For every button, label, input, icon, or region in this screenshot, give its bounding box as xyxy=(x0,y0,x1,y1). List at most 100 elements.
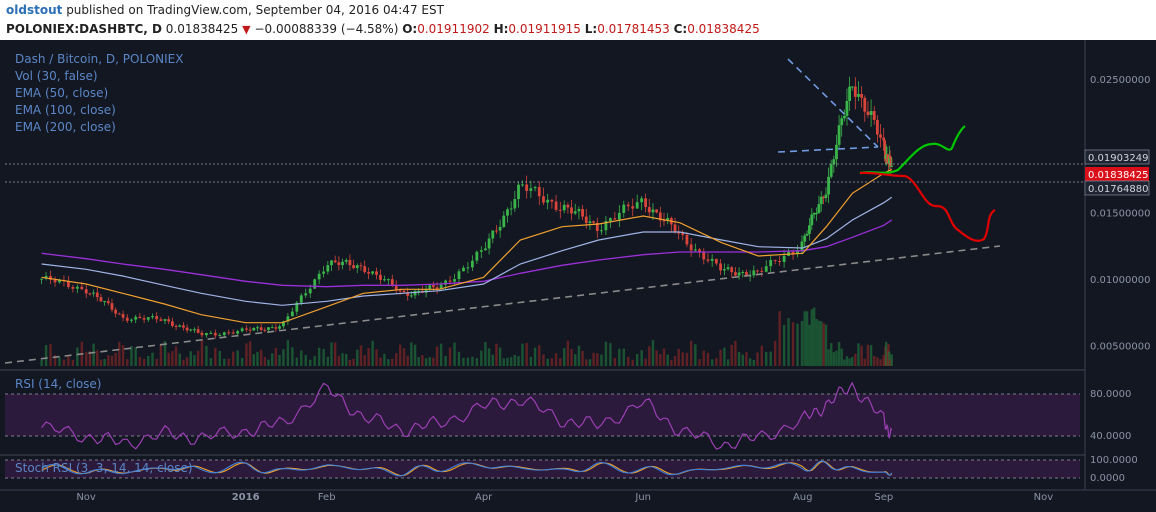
volume-bar xyxy=(681,352,684,366)
volume-bar xyxy=(448,347,452,366)
price-tick: 0.01500000 xyxy=(1090,208,1150,219)
candle-body xyxy=(517,184,520,200)
candle-body xyxy=(714,258,718,264)
candle-body xyxy=(796,250,799,254)
volume-bar xyxy=(848,358,851,366)
candle-body xyxy=(167,319,171,322)
stoch-tick: 0.0000 xyxy=(1090,473,1125,484)
wedge-lower-line[interactable] xyxy=(777,146,879,153)
candle-body xyxy=(379,274,382,280)
volume-bar xyxy=(869,345,873,366)
volume-bar xyxy=(232,351,235,366)
volume-bar xyxy=(295,357,299,366)
volume-bar xyxy=(860,345,863,366)
candle-body xyxy=(322,271,326,274)
candle-body xyxy=(888,156,892,159)
volume-bar xyxy=(627,356,630,366)
volume-bar xyxy=(406,355,409,366)
volume-bar xyxy=(435,346,439,366)
volume-bar xyxy=(843,359,846,366)
volume-bar xyxy=(648,346,651,366)
candle-body xyxy=(348,259,352,266)
volume-bar xyxy=(67,355,70,366)
volume-bar xyxy=(337,355,341,366)
candle-body xyxy=(138,316,142,319)
volume-bar xyxy=(613,358,617,366)
volume-bar xyxy=(444,355,447,366)
wedge-upper-line[interactable] xyxy=(787,58,879,148)
candle-body xyxy=(159,319,163,321)
candle-body xyxy=(134,316,138,320)
candle-body xyxy=(719,263,722,271)
volume-bar xyxy=(282,349,285,366)
volume-bar xyxy=(300,350,303,366)
bullish-projection-path[interactable] xyxy=(859,125,966,175)
bearish-projection-path[interactable] xyxy=(859,171,996,242)
chart-canvas[interactable]: Dash / Bitcoin, D, POLONIEX Vol (30, fal… xyxy=(0,40,1156,512)
volume-bar xyxy=(159,345,163,366)
candle-body xyxy=(341,261,344,266)
candle-body xyxy=(554,201,558,210)
candle-body xyxy=(146,317,150,320)
candle-body xyxy=(773,260,777,262)
candle-body xyxy=(875,120,879,135)
volume-bar xyxy=(550,358,554,366)
candle-body xyxy=(155,316,159,320)
candle-body xyxy=(337,262,341,266)
candle-body xyxy=(435,287,439,290)
candle-body xyxy=(278,326,281,329)
candle-body xyxy=(313,279,317,289)
candle-body xyxy=(406,292,410,296)
volume-bar xyxy=(820,321,823,366)
volume-bar xyxy=(873,355,876,366)
time-tick: Jun xyxy=(634,492,651,503)
volume-bar xyxy=(359,345,363,366)
candle-body xyxy=(810,214,814,226)
volume-bar xyxy=(138,356,142,366)
candle-body xyxy=(840,118,844,126)
candle-body xyxy=(722,269,726,271)
time-tick: 2016 xyxy=(232,492,260,503)
candle-body xyxy=(58,279,61,283)
volume-bar xyxy=(791,322,795,366)
volume-bar xyxy=(604,341,608,366)
rsi-line xyxy=(41,381,893,450)
volume-bar xyxy=(640,350,643,366)
candle-body xyxy=(236,331,240,334)
candle-body xyxy=(49,276,52,280)
candle-body xyxy=(702,252,706,260)
candle-body xyxy=(424,289,428,293)
candle-body xyxy=(778,261,782,263)
volume-bar xyxy=(352,358,355,366)
author-link[interactable]: oldstout xyxy=(6,3,63,17)
candle-body xyxy=(845,100,849,116)
volume-bar xyxy=(659,354,662,366)
volume-bar xyxy=(689,340,693,366)
candle-body xyxy=(822,196,826,199)
stoch-tick: 100.0000 xyxy=(1090,455,1138,466)
candle-body xyxy=(837,125,841,145)
candle-body xyxy=(256,327,259,329)
lower-price-tag xyxy=(1084,180,1150,196)
candle-body xyxy=(409,295,413,297)
candle-body xyxy=(734,272,737,276)
volume-bar xyxy=(439,343,443,366)
ema100-line xyxy=(41,196,893,306)
candle-body xyxy=(604,221,608,231)
volume-bar xyxy=(702,350,705,366)
volume-bar xyxy=(291,347,294,366)
candle-body xyxy=(444,280,447,285)
volume-bar xyxy=(114,352,117,366)
candle-body xyxy=(842,115,846,119)
volume-bar xyxy=(200,340,204,366)
volume-bar xyxy=(502,358,505,366)
volume-bar xyxy=(356,349,359,366)
candle-body xyxy=(317,273,321,280)
volume-bar xyxy=(840,348,843,366)
volume-bar xyxy=(163,341,167,366)
support-trendline[interactable] xyxy=(4,245,1001,364)
volume-bar xyxy=(410,342,413,366)
candle-body xyxy=(879,134,882,138)
volume-bar xyxy=(236,350,239,366)
symbol-label: POLONIEX:DASHBTC, D xyxy=(6,22,162,36)
